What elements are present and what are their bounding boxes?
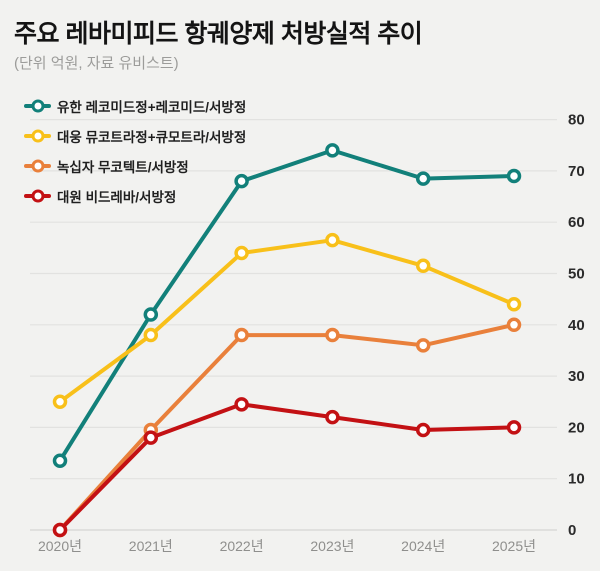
- legend-dot-icon: [31, 129, 44, 143]
- data-point: [143, 327, 159, 343]
- y-tick-label: 60: [568, 214, 585, 231]
- data-point: [234, 245, 249, 261]
- legend-item-label: 대웅 뮤코트라정+큐모트라/서방정: [57, 130, 247, 145]
- y-tick-label: 30: [568, 368, 585, 385]
- data-point: [506, 420, 522, 435]
- legend-item-label: 유한 레코미드정+레코미드/서방정: [57, 100, 247, 115]
- x-tick-label: 2024년: [401, 538, 445, 554]
- y-tick-label: 20: [568, 419, 585, 436]
- data-point: [506, 317, 522, 333]
- legend-item-0: 유한 레코미드정+레코미드/서방정: [24, 91, 324, 121]
- data-point: [325, 143, 340, 158]
- series-line-2: [58, 322, 516, 532]
- data-point: [506, 168, 522, 184]
- y-tick-label: 10: [568, 471, 585, 488]
- data-point: [143, 307, 159, 322]
- data-point: [325, 327, 340, 343]
- data-point: [415, 338, 431, 353]
- page-subtitle: (단위 억원, 자료 유비스트): [14, 55, 179, 72]
- y-tick-label: 80: [568, 112, 585, 129]
- legend-item-2: 녹십자 무코텍트/서방정: [24, 151, 324, 181]
- y-tick-label: 0: [568, 522, 576, 539]
- x-tick-label: 2023년: [310, 538, 354, 554]
- data-point: [52, 453, 68, 468]
- series-line-3: [58, 402, 516, 532]
- x-tick-label: 2020년: [38, 538, 82, 554]
- legend-dot-icon: [31, 189, 44, 203]
- data-point: [415, 258, 431, 274]
- legend-item-3: 대원 비드레바/서방정: [24, 181, 324, 211]
- legend-line-marker-icon: [24, 99, 51, 113]
- x-tick-label: 2021년: [129, 538, 173, 554]
- legend-item-1: 대웅 뮤코트라정+큐모트라/서방정: [24, 121, 324, 151]
- legend-dot-icon: [31, 99, 44, 113]
- series-line-0: [58, 148, 516, 463]
- data-point: [52, 394, 68, 409]
- data-point: [506, 297, 522, 312]
- legend-item-label: 녹십자 무코텍트/서방정: [57, 160, 189, 175]
- legend-item-label: 대원 비드레바/서방정: [57, 190, 177, 205]
- y-tick-label: 40: [568, 317, 585, 334]
- data-point: [52, 522, 68, 538]
- y-tick-label: 50: [568, 266, 585, 283]
- data-point: [415, 422, 431, 438]
- data-point: [325, 232, 340, 248]
- x-tick-label: 2022년: [220, 538, 264, 554]
- data-point: [143, 430, 159, 445]
- y-tick-label: 70: [568, 163, 585, 180]
- data-point: [415, 171, 431, 186]
- legend-line-marker-icon: [24, 189, 51, 203]
- data-point: [234, 397, 249, 412]
- legend-line-marker-icon: [24, 159, 51, 173]
- page-title: 주요 레바미피드 항궤양제 처방실적 추이: [14, 20, 423, 48]
- x-tick-label: 2025년: [492, 538, 536, 554]
- data-point: [234, 173, 249, 189]
- data-point: [234, 327, 249, 343]
- data-point: [325, 409, 340, 425]
- legend-dot-icon: [31, 159, 44, 173]
- legend-line-marker-icon: [24, 129, 51, 143]
- series-line-1: [58, 238, 516, 404]
